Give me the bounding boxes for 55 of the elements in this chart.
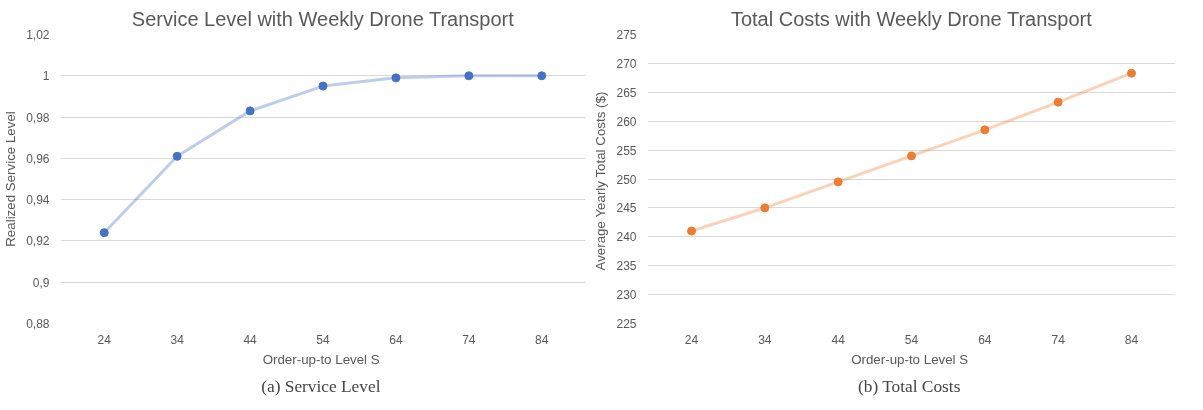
- y-tick-label: 265: [616, 85, 637, 100]
- text: (b) Total Costs: [857, 376, 961, 396]
- point: [537, 71, 547, 81]
- y-axis-title: Realized Service Level: [3, 111, 19, 247]
- point: [245, 106, 255, 116]
- x-axis-title: Order-up-to Level S: [262, 351, 380, 367]
- y-tick-label: 0,9: [32, 275, 50, 290]
- y-tick-label: 230: [616, 288, 637, 303]
- x-tick-label: 64: [978, 332, 992, 347]
- y-tick-label: 0,92: [26, 234, 50, 249]
- point: [99, 228, 109, 238]
- point: [907, 151, 916, 161]
- point: [760, 203, 770, 213]
- x-tick-label: 64: [389, 332, 403, 347]
- point: [1053, 97, 1063, 107]
- point: [687, 226, 696, 236]
- y-tick-label: 275: [616, 28, 637, 42]
- x-tick-label: 24: [97, 332, 112, 347]
- point: [1127, 68, 1136, 78]
- y-tick-label: 255: [616, 143, 637, 158]
- x-tick-label: 74: [1051, 332, 1066, 347]
- y-tick-label: 235: [616, 259, 637, 274]
- chart-title: Total Costs with Weekly Drone Transport: [730, 7, 1093, 30]
- point: [464, 71, 474, 81]
- text: (a) Service Level: [261, 376, 381, 396]
- point: [172, 151, 182, 161]
- x-tick-label: 54: [904, 332, 919, 347]
- y-tick-label: 0,88: [26, 317, 50, 331]
- x-tick-label: 44: [243, 332, 258, 347]
- y-tick-label: 1,02: [26, 28, 50, 42]
- y-tick-label: 225: [616, 317, 637, 331]
- y-tick-label: 0,94: [26, 193, 50, 208]
- x-axis-title: Order-up-to Level S: [851, 351, 969, 367]
- y-tick-label: 240: [616, 230, 637, 245]
- x-tick-label: 54: [316, 332, 330, 347]
- y-tick-label: 260: [616, 114, 637, 129]
- y-tick-label: 250: [616, 172, 637, 187]
- x-tick-label: 34: [758, 332, 772, 347]
- y-tick-label: 0,96: [26, 151, 50, 166]
- point: [980, 125, 990, 135]
- chart-title: Service Level with Weekly Drone Transport: [131, 7, 515, 30]
- point: [833, 177, 843, 187]
- y-tick-label: 0,98: [26, 110, 50, 125]
- x-tick-label: 74: [462, 332, 476, 347]
- y-tick-label: 1: [42, 69, 50, 84]
- y-tick-label: 245: [616, 201, 637, 216]
- x-tick-label: 34: [170, 332, 185, 347]
- x-tick-label: 44: [831, 332, 846, 347]
- x-tick-label: 84: [535, 332, 549, 347]
- y-axis-title: Average Yearly Total Costs ($): [593, 91, 609, 271]
- x-tick-label: 24: [684, 332, 699, 347]
- y-tick-label: 270: [616, 56, 637, 71]
- point: [391, 73, 401, 83]
- x-tick-label: 84: [1124, 332, 1139, 347]
- point: [318, 81, 328, 91]
